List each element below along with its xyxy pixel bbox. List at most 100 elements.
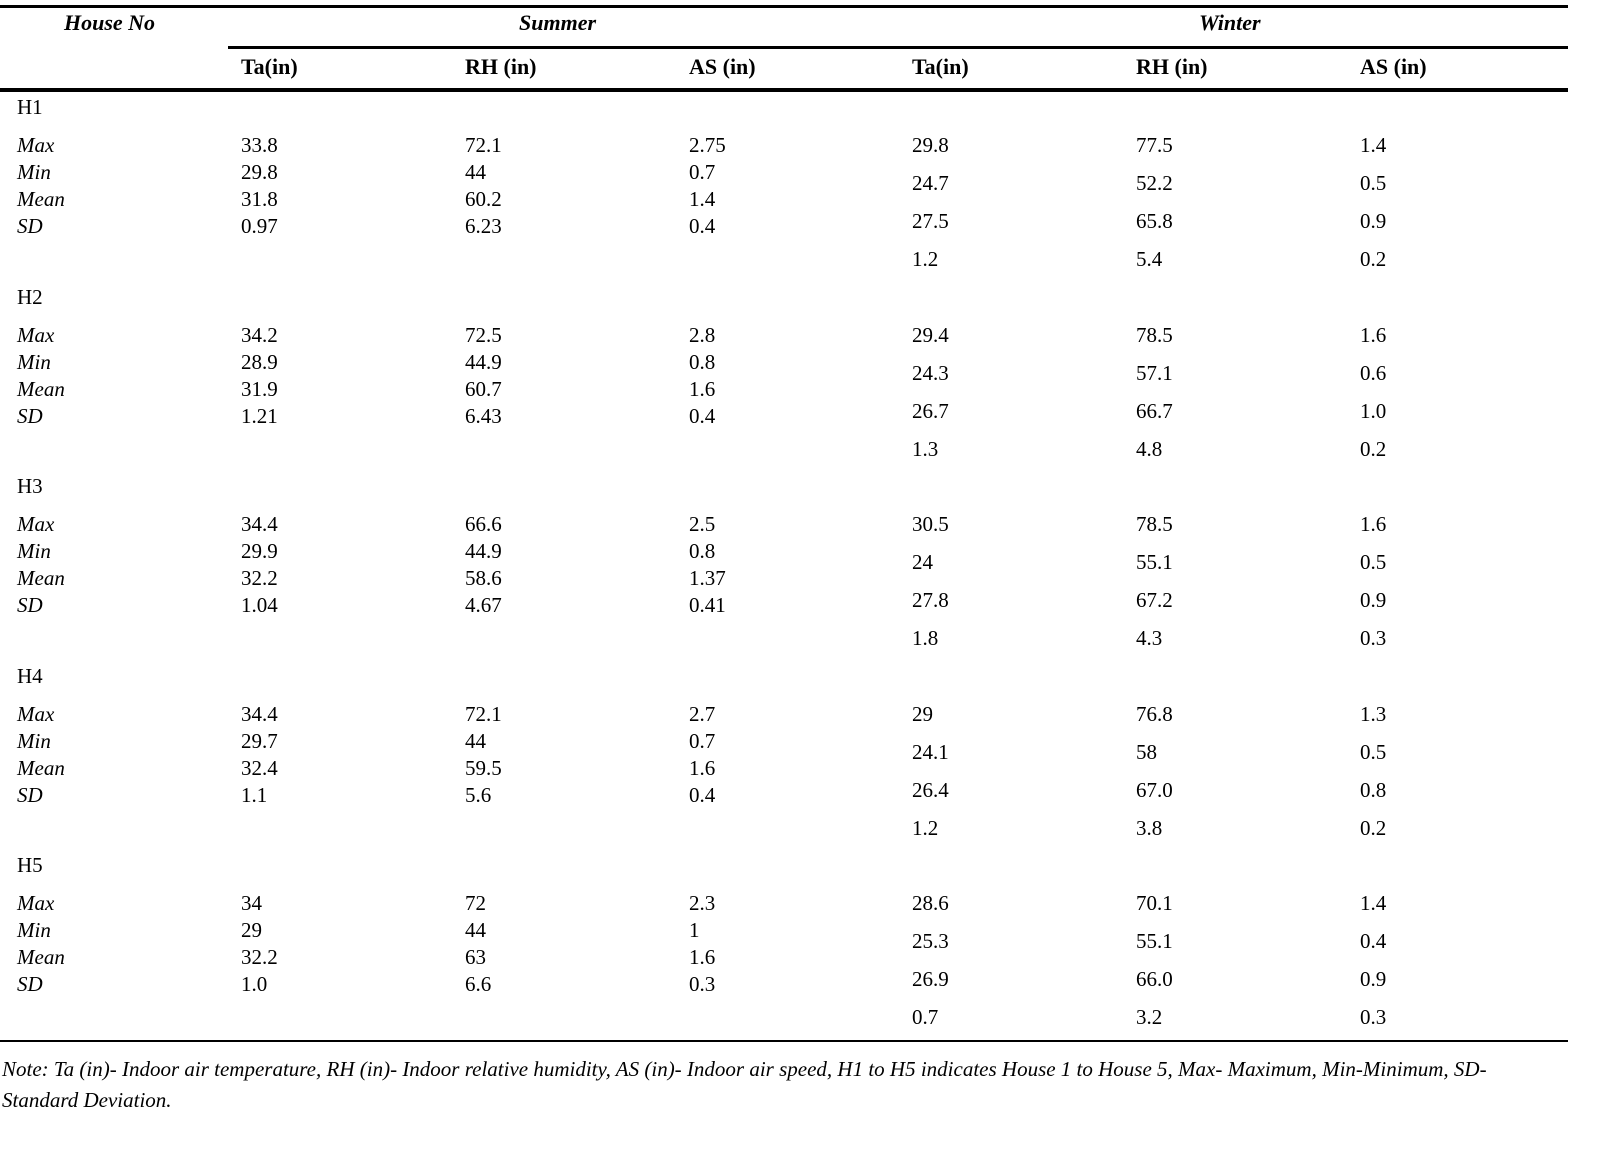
winter-cell: 1.3 [1360, 701, 1387, 726]
winter-cell: 55.1 [1136, 550, 1173, 574]
winter-cell: 1.6 [1360, 322, 1387, 347]
summer-cell: 5.6 [465, 782, 492, 807]
winter-cell: 4.3 [1136, 626, 1163, 650]
winter-cell: 24 [912, 550, 933, 574]
summer-cell: 0.8 [689, 349, 716, 374]
summer-cell: 44.9 [465, 539, 502, 563]
summer-cell: 29 [241, 918, 262, 942]
winter-cell: 0.5 [1360, 739, 1387, 764]
summer-cell: 2.75 [689, 133, 726, 157]
winter-cell: 65.8 [1136, 209, 1173, 233]
winter-cell: 0.2 [1360, 247, 1387, 271]
winter-cell: 67.0 [1136, 777, 1173, 802]
season-rule [228, 46, 1568, 49]
winter-cell: 1.4 [1360, 133, 1387, 157]
stat-label-min: Min [17, 349, 51, 374]
summer-cell: 31.8 [241, 187, 278, 211]
summer-cell: 1.4 [689, 187, 716, 211]
winter-cell: 0.4 [1360, 929, 1387, 953]
stat-label-mean: Mean [17, 187, 65, 211]
winter-cell: 52.2 [1136, 171, 1173, 195]
summer-cell: 44 [465, 918, 486, 942]
summer-cell: 34.4 [241, 512, 278, 536]
winter-cell: 1.6 [1360, 512, 1387, 536]
stat-label-sd: SD [17, 972, 43, 996]
summer-cell: 44 [465, 728, 486, 753]
winter-cell: 1.2 [912, 247, 939, 271]
winter-cell: 0.3 [1360, 626, 1387, 650]
stat-label-min: Min [17, 539, 51, 563]
house-label: H4 [17, 663, 43, 688]
summer-cell: 32.4 [241, 755, 278, 780]
summer-cell: 66.6 [465, 512, 502, 536]
winter-cell: 66.7 [1136, 398, 1173, 423]
house-label: H2 [17, 284, 43, 309]
winter-cell: 1.2 [912, 815, 939, 840]
col-header-summer-as: AS (in) [689, 54, 756, 79]
summer-cell: 29.7 [241, 728, 278, 753]
header-bottom-rule [0, 88, 1568, 92]
winter-cell: 0.3 [1360, 1005, 1387, 1029]
winter-cell: 55.1 [1136, 929, 1173, 953]
summer-cell: 6.6 [465, 972, 492, 996]
summer-cell: 1.21 [241, 403, 278, 428]
table-note: Note: Ta (in)- Indoor air temperature, R… [2, 1057, 1487, 1112]
winter-cell: 27.8 [912, 588, 949, 612]
summer-cell: 0.7 [689, 160, 716, 184]
summer-cell: 33.8 [241, 133, 278, 157]
stat-label-min: Min [17, 728, 51, 753]
summer-cell: 29.8 [241, 160, 278, 184]
stat-label-mean: Mean [17, 566, 65, 590]
winter-cell: 0.7 [912, 1005, 939, 1029]
summer-cell: 32.2 [241, 945, 278, 969]
winter-cell: 3.8 [1136, 815, 1163, 840]
summer-cell: 0.97 [241, 214, 278, 238]
stat-label-max: Max [17, 891, 55, 915]
summer-cell: 72 [465, 891, 486, 915]
winter-cell: 76.8 [1136, 701, 1173, 726]
summer-cell: 0.4 [689, 214, 716, 238]
winter-cell: 0.9 [1360, 967, 1387, 991]
winter-cell: 26.7 [912, 398, 949, 423]
winter-cell: 70.1 [1136, 891, 1173, 915]
winter-cell: 0.9 [1360, 209, 1387, 233]
winter-cell: 67.2 [1136, 588, 1173, 612]
winter-cell: 58 [1136, 739, 1157, 764]
stat-label-max: Max [17, 133, 55, 157]
stat-label-sd: SD [17, 593, 43, 617]
winter-cell: 0.9 [1360, 588, 1387, 612]
winter-cell: 29 [912, 701, 933, 726]
summer-header: Summer [519, 10, 597, 35]
winter-cell: 66.0 [1136, 967, 1173, 991]
winter-cell: 1.4 [1360, 891, 1387, 915]
summer-cell: 1.0 [241, 972, 268, 996]
summer-cell: 44.9 [465, 349, 502, 374]
summer-cell: 28.9 [241, 349, 278, 374]
winter-cell: 0.6 [1360, 360, 1387, 385]
bottom-rule [0, 1040, 1568, 1042]
summer-cell: 2.8 [689, 322, 716, 347]
winter-cell: 25.3 [912, 929, 949, 953]
col-header-winter-as: AS (in) [1360, 54, 1427, 79]
summer-cell: 1.6 [689, 376, 716, 401]
winter-cell: 78.5 [1136, 322, 1173, 347]
stat-label-mean: Mean [17, 945, 65, 969]
summer-cell: 34.4 [241, 701, 278, 726]
summer-cell: 58.6 [465, 566, 502, 590]
winter-cell: 0.8 [1360, 777, 1387, 802]
winter-cell: 24.1 [912, 739, 949, 764]
summer-cell: 59.5 [465, 755, 502, 780]
summer-cell: 60.7 [465, 376, 502, 401]
summer-cell: 29.9 [241, 539, 278, 563]
winter-cell: 24.3 [912, 360, 949, 385]
winter-cell: 3.2 [1136, 1005, 1163, 1029]
summer-cell: 0.8 [689, 539, 716, 563]
winter-cell: 1.8 [912, 626, 939, 650]
winter-cell: 57.1 [1136, 360, 1173, 385]
stat-label-min: Min [17, 160, 51, 184]
winter-cell: 1.3 [912, 436, 939, 461]
summer-cell: 0.7 [689, 728, 716, 753]
summer-cell: 4.67 [465, 593, 502, 617]
summer-cell: 0.4 [689, 403, 716, 428]
summer-cell: 1.1 [241, 782, 268, 807]
